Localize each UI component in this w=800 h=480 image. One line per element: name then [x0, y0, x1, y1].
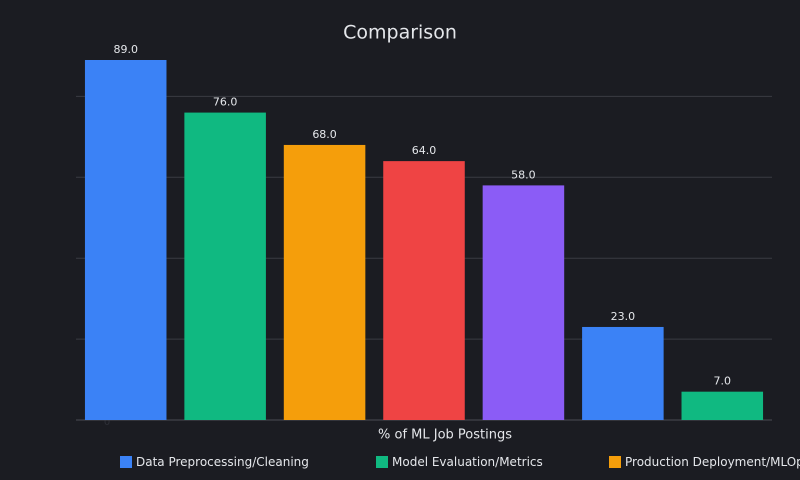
legend-swatch — [376, 456, 388, 468]
value-label: 23.0 — [611, 310, 636, 323]
bar — [582, 326, 664, 420]
bar — [283, 144, 366, 420]
chart-title: Comparison — [343, 22, 457, 44]
legend-label: Model Evaluation/Metrics — [392, 455, 543, 469]
value-label: 76.0 — [213, 96, 238, 109]
bar — [482, 185, 565, 420]
value-label: 58.0 — [511, 168, 536, 181]
y-tick-label: 0 — [104, 417, 110, 428]
value-label: 64.0 — [412, 144, 437, 157]
legend-label: Production Deployment/MLOps — [625, 455, 800, 469]
bar — [184, 112, 266, 421]
x-axis-label: % of ML Job Postings — [378, 428, 512, 443]
bar — [681, 391, 764, 420]
value-label: 7.0 — [714, 375, 732, 388]
legend-label: Data Preprocessing/Cleaning — [136, 455, 309, 469]
bar — [84, 60, 167, 420]
legend-swatch — [609, 456, 621, 468]
value-label: 89.0 — [113, 43, 138, 56]
value-label: 68.0 — [312, 128, 337, 141]
legend-swatch — [120, 456, 132, 468]
bar — [383, 161, 465, 420]
